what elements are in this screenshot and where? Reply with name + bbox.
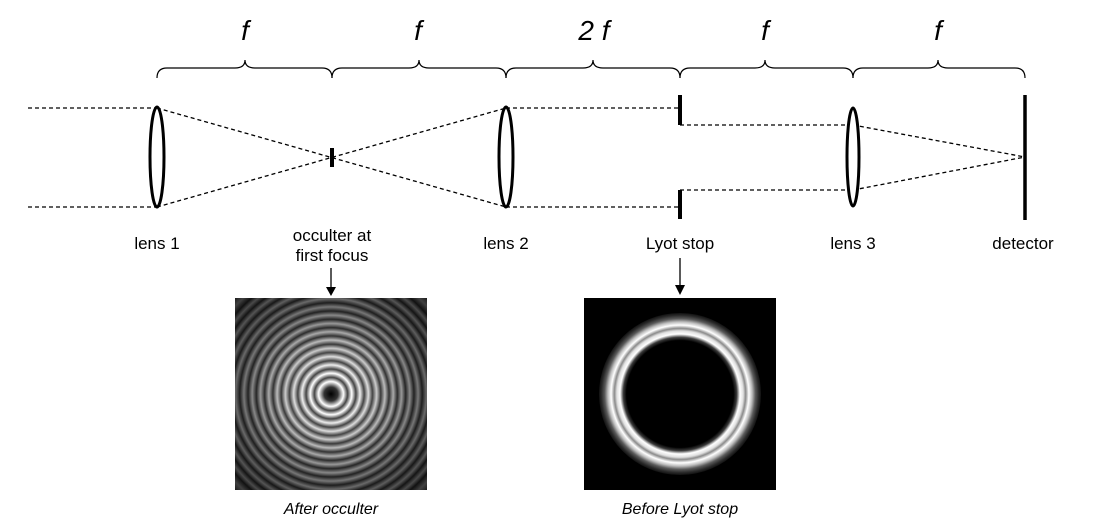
distance-label-5: f xyxy=(934,15,945,46)
distance-label-1: f xyxy=(241,15,252,46)
brace-5 xyxy=(852,59,1026,79)
brace-2 xyxy=(331,59,507,79)
label-occulter-line2: first focus xyxy=(296,246,369,265)
brace-3 xyxy=(505,59,681,79)
caption-before-lyot-stop: Before Lyot stop xyxy=(622,501,738,518)
label-lens-1: lens 1 xyxy=(134,234,179,253)
lens-1 xyxy=(148,105,166,209)
label-lens-2: lens 2 xyxy=(483,234,528,253)
label-lens-3: lens 3 xyxy=(830,234,875,253)
label-lyot-stop: Lyot stop xyxy=(646,234,714,253)
ray-paths xyxy=(28,107,1026,208)
lens-2 xyxy=(497,105,515,209)
image-after-occulter xyxy=(235,298,427,490)
distance-label-3: 2 f xyxy=(577,15,612,46)
lens-3 xyxy=(845,106,861,208)
brace-4 xyxy=(679,59,854,79)
caption-after-occulter: After occulter xyxy=(283,501,379,518)
arrow-lyot xyxy=(675,258,685,295)
label-detector: detector xyxy=(992,234,1054,253)
label-occulter-line1: occulter at xyxy=(293,226,372,245)
distance-label-2: f xyxy=(414,15,425,46)
image-before-lyot-stop xyxy=(584,298,776,490)
brace-1 xyxy=(156,59,333,79)
arrow-occulter xyxy=(326,268,336,296)
distance-label-4: f xyxy=(761,15,772,46)
